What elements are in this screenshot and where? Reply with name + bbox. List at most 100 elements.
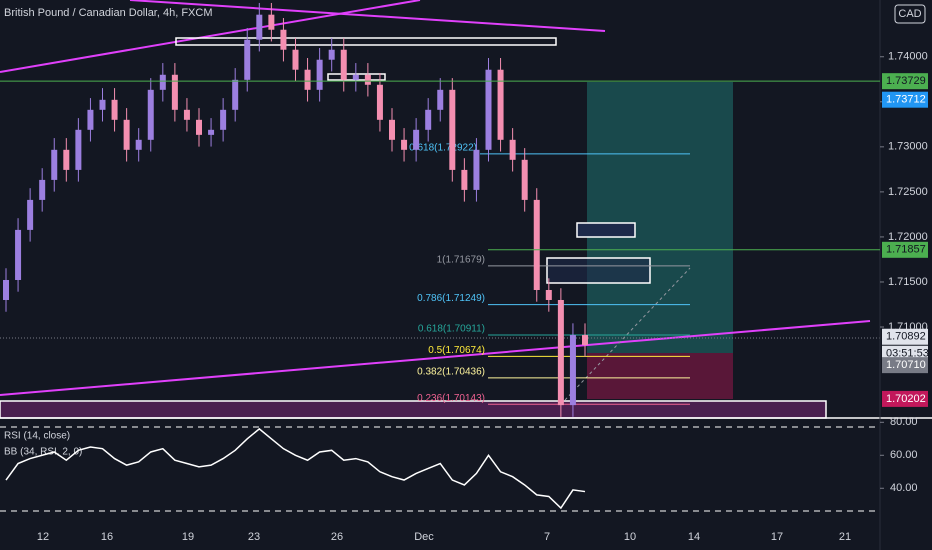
trend-line — [129, 0, 606, 32]
candle-body — [545, 289, 552, 300]
y-tick-label: 1.71500 — [888, 276, 928, 288]
candle-body — [183, 109, 190, 120]
candle-body — [159, 74, 166, 90]
candle-body — [3, 279, 9, 300]
candle-body — [569, 335, 576, 406]
zone-box — [576, 222, 636, 238]
candle-body — [171, 74, 178, 110]
candle-body — [352, 74, 359, 80]
y-tick-label: 1.72500 — [888, 186, 928, 198]
candle-body — [39, 179, 46, 200]
zone-box — [327, 73, 386, 81]
price-tag-label: 1.70892 — [886, 331, 926, 343]
candle-body — [232, 79, 239, 110]
price-tag — [882, 328, 928, 345]
price-tag-label: 1.70202 — [886, 393, 926, 405]
rsi-line — [5, 427, 586, 510]
candle-body — [437, 89, 444, 110]
price-tag-label: 1.73729 — [886, 75, 926, 87]
candle-body — [425, 109, 432, 130]
candle-body — [280, 29, 287, 50]
fib-label: 0.5(1.70674) — [428, 345, 485, 356]
x-tick-label: 16 — [101, 531, 113, 543]
zone-box — [0, 400, 827, 419]
candle-body — [316, 59, 323, 90]
candle-body — [582, 335, 588, 346]
candle-body — [51, 149, 58, 180]
candle-body — [401, 139, 408, 150]
x-tick-label: 17 — [771, 531, 783, 543]
candle-body — [87, 109, 94, 130]
x-tick-label: 7 — [544, 531, 550, 543]
candle-body — [413, 129, 420, 150]
candle-body — [15, 229, 22, 280]
countdown: 03:51:53 — [886, 348, 929, 360]
candle-body — [292, 49, 299, 70]
candle-body — [376, 84, 383, 120]
candle-body — [196, 119, 202, 135]
y-tick-label: 80.00 — [890, 416, 918, 428]
candle-body — [449, 89, 456, 170]
candle-body — [99, 99, 106, 110]
candle-body — [27, 199, 34, 230]
fib-label: 0.236(1.70143) — [417, 393, 485, 404]
y-tick-label: 60.00 — [890, 449, 918, 461]
candle-body — [521, 159, 528, 200]
trend-line — [0, 320, 871, 396]
candle-body — [485, 69, 492, 150]
price-tag — [882, 91, 928, 108]
candle-body — [147, 89, 154, 140]
candle-body — [509, 139, 516, 160]
x-tick-label: 12 — [37, 531, 49, 543]
rsi-title: RSI (14, close) — [4, 431, 70, 442]
candle-body — [304, 69, 311, 90]
bb-title: BB (34, RSI, 2, 0) — [4, 447, 82, 458]
zone-box — [546, 257, 651, 284]
y-tick-label: 1.74000 — [888, 51, 928, 63]
x-tick-label: 19 — [182, 531, 194, 543]
fib-label: 1(1.71679) — [437, 254, 485, 265]
candle-body — [461, 169, 468, 190]
candle-body — [533, 199, 540, 290]
trend-line — [0, 0, 421, 73]
candle-body — [328, 49, 335, 60]
loss-zone — [587, 353, 733, 399]
price-tag-label: 1.70710 — [886, 359, 926, 371]
x-tick-label: 21 — [839, 531, 851, 543]
price-tag-label: 1.71857 — [886, 244, 926, 256]
candle-body — [389, 119, 395, 140]
candle-body — [244, 39, 251, 80]
candle-body — [557, 299, 564, 406]
candle-body — [220, 109, 227, 130]
fib-label: 0.618(1.72922) — [409, 143, 477, 154]
candle-body — [473, 149, 480, 190]
currency-button[interactable] — [894, 4, 926, 24]
candle-body — [111, 99, 118, 120]
y-tick-label: 1.73000 — [888, 141, 928, 153]
candle-body — [364, 74, 371, 85]
candle-body — [208, 129, 215, 135]
candle-body — [63, 149, 70, 170]
price-tag — [882, 357, 928, 374]
profit-zone — [587, 82, 733, 353]
x-tick-label: 23 — [248, 531, 260, 543]
candle-body — [340, 49, 347, 80]
candle-body — [123, 119, 130, 150]
fib-label: 0.382(1.70436) — [417, 366, 485, 377]
fib-label: 0.618(1.70911) — [418, 324, 485, 335]
price-tag — [882, 390, 928, 407]
price-tag — [882, 241, 928, 258]
candle-body — [135, 139, 142, 150]
price-tag-label: 1.73712 — [886, 94, 926, 106]
zone-box — [175, 37, 557, 46]
candle-body — [497, 69, 504, 140]
y-tick-label: 40.00 — [890, 482, 918, 494]
candle-body — [256, 14, 263, 40]
candle-body — [75, 129, 82, 170]
fib-label: 0.786(1.71249) — [417, 293, 485, 304]
x-tick-label: 26 — [331, 531, 343, 543]
price-tag — [882, 73, 928, 90]
currency-label[interactable]: CAD — [898, 8, 921, 20]
